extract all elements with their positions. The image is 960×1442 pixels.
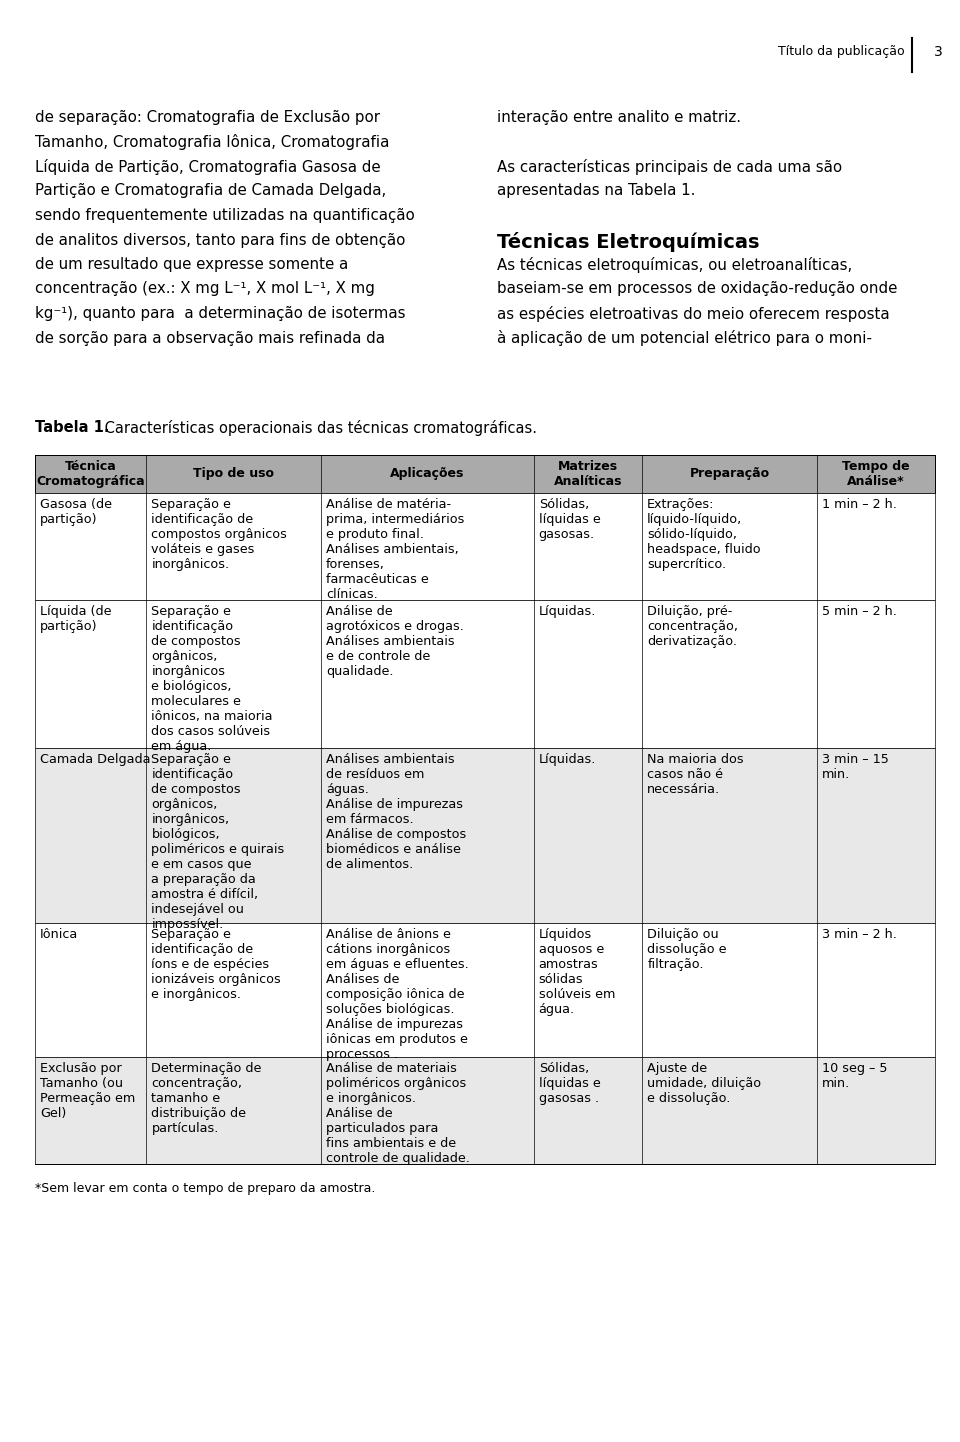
Text: Técnica
Cromatográfica: Técnica Cromatográfica [36,460,145,487]
Bar [35,493,935,600]
Text: 10 seg – 5
min.: 10 seg – 5 min. [822,1063,887,1090]
Text: *Sem levar em conta o tempo de preparo da amostra.: *Sem levar em conta o tempo de preparo d… [35,1182,375,1195]
Text: Líquida de Partição, Cromatografia Gasosa de: Líquida de Partição, Cromatografia Gasos… [35,159,380,174]
Text: Preparação: Preparação [689,467,770,480]
Text: 1 min – 2 h.: 1 min – 2 h. [822,497,897,510]
Text: kg⁻¹), quanto para  a determinação de isotermas: kg⁻¹), quanto para a determinação de iso… [35,306,405,322]
Text: 3 min – 15
min.: 3 min – 15 min. [822,753,889,780]
Text: As características principais de cada uma são: As características principais de cada um… [497,159,842,174]
Text: 3 min – 2 h.: 3 min – 2 h. [822,929,897,942]
Text: Separação e
identificação
de compostos
orgânicos,
inorgânicos,
biológicos,
polim: Separação e identificação de compostos o… [152,753,285,930]
Text: Sólidas,
líquidas e
gasosas.: Sólidas, líquidas e gasosas. [539,497,600,541]
Text: Tempo de
Análise*: Tempo de Análise* [842,460,910,487]
Text: interação entre analito e matriz.: interação entre analito e matriz. [497,110,741,125]
Text: Tipo de uso: Tipo de uso [193,467,275,480]
Text: Separação e
identificação de
íons e de espécies
ionizáveis orgânicos
e inorgânic: Separação e identificação de íons e de e… [152,929,281,1001]
Text: 3: 3 [934,45,943,59]
Text: de separação: Cromatografia de Exclusão por: de separação: Cromatografia de Exclusão … [35,110,380,125]
Text: Análise de
agrotóxicos e drogas.
Análises ambientais
e de controle de
qualidade.: Análise de agrotóxicos e drogas. Análise… [326,604,464,678]
Text: Partição e Cromatografia de Camada Delgada,: Partição e Cromatografia de Camada Delga… [35,183,386,199]
Text: Sólidas,
líquidas e
gasosas .: Sólidas, líquidas e gasosas . [539,1063,600,1106]
Text: Ajuste de
umidade, diluição
e dissolução.: Ajuste de umidade, diluição e dissolução… [647,1063,761,1106]
Text: Líquida (de
partição): Líquida (de partição) [40,604,111,633]
Text: de analitos diversos, tanto para fins de obtenção: de analitos diversos, tanto para fins de… [35,232,405,248]
Bar [35,456,935,493]
Text: Aplicações: Aplicações [390,467,465,480]
Text: Técnicas Eletroquímicas: Técnicas Eletroquímicas [497,232,759,252]
Text: Líquidas.: Líquidas. [539,753,596,766]
Text: As técnicas eletroquímicas, ou eletroanalíticas,: As técnicas eletroquímicas, ou eletroana… [497,257,852,273]
Text: as espécies eletroativas do meio oferecem resposta: as espécies eletroativas do meio oferece… [497,306,890,322]
Bar [35,1057,935,1164]
Bar [35,747,935,923]
Bar [35,600,935,747]
Text: Título da publicação: Título da publicação [779,46,905,59]
Text: Líquidas.: Líquidas. [539,604,596,617]
Text: Separação e
identificação
de compostos
orgânicos,
inorgânicos
e biológicos,
mole: Separação e identificação de compostos o… [152,604,273,753]
Text: Análise de matéria-
prima, intermediários
e produto final.
Análises ambientais,
: Análise de matéria- prima, intermediário… [326,497,465,601]
Text: Líquidos
aquosos e
amostras
sólidas
solúveis em
água.: Líquidos aquosos e amostras sólidas solú… [539,929,615,1017]
Text: Diluição, pré-
concentração,
derivatização.: Diluição, pré- concentração, derivatizaç… [647,604,738,647]
Text: 5 min – 2 h.: 5 min – 2 h. [822,604,897,617]
Bar [35,923,935,1057]
Text: de sorção para a observação mais refinada da: de sorção para a observação mais refinad… [35,330,385,346]
Text: Diluição ou
dissolução e
filtração.: Diluição ou dissolução e filtração. [647,929,727,972]
Text: Exclusão por
Tamanho (ou
Permeação em
Gel): Exclusão por Tamanho (ou Permeação em Ge… [40,1063,135,1120]
Text: sendo frequentemente utilizadas na quantificação: sendo frequentemente utilizadas na quant… [35,208,415,224]
Text: Iônica: Iônica [40,929,79,942]
Text: Características operacionais das técnicas cromatográficas.: Características operacionais das técnica… [100,420,537,435]
Text: Gasosa (de
partição): Gasosa (de partição) [40,497,112,526]
Text: Análise de ânions e
cátions inorgânicos
em águas e efluentes.
Análises de
compos: Análise de ânions e cátions inorgânicos … [326,929,468,1061]
Text: concentração (ex.: X mg L⁻¹, X mol L⁻¹, X mg: concentração (ex.: X mg L⁻¹, X mol L⁻¹, … [35,281,374,297]
Text: Análise de materiais
poliméricos orgânicos
e inorgânicos.
Análise de
particulado: Análise de materiais poliméricos orgânic… [326,1063,470,1165]
Text: Na maioria dos
casos não é
necessária.: Na maioria dos casos não é necessária. [647,753,744,796]
Text: Extrações:
líquido-líquido,
sólido-líquido,
headspace, fluido
supercrítico.: Extrações: líquido-líquido, sólido-líqui… [647,497,761,571]
Text: baseiam-se em processos de oxidação-redução onde: baseiam-se em processos de oxidação-redu… [497,281,898,297]
Text: Análises ambientais
de resíduos em
águas.
Análise de impurezas
em fármacos.
Anál: Análises ambientais de resíduos em águas… [326,753,467,871]
Text: Tabela 1.: Tabela 1. [35,420,109,435]
Text: de um resultado que expresse somente a: de um resultado que expresse somente a [35,257,348,273]
Text: Determinação de
concentração,
tamanho e
distribuição de
partículas.: Determinação de concentração, tamanho e … [152,1063,262,1135]
Text: à aplicação de um potencial elétrico para o moni-: à aplicação de um potencial elétrico par… [497,330,872,346]
Text: Tamanho, Cromatografia Iônica, Cromatografia: Tamanho, Cromatografia Iônica, Cromatogr… [35,134,390,150]
Text: Separação e
identificação de
compostos orgânicos
voláteis e gases
inorgânicos.: Separação e identificação de compostos o… [152,497,287,571]
Text: Camada Delgada: Camada Delgada [40,753,151,766]
Text: apresentadas na Tabela 1.: apresentadas na Tabela 1. [497,183,695,199]
Text: Matrizes
Analíticas: Matrizes Analíticas [554,460,622,487]
